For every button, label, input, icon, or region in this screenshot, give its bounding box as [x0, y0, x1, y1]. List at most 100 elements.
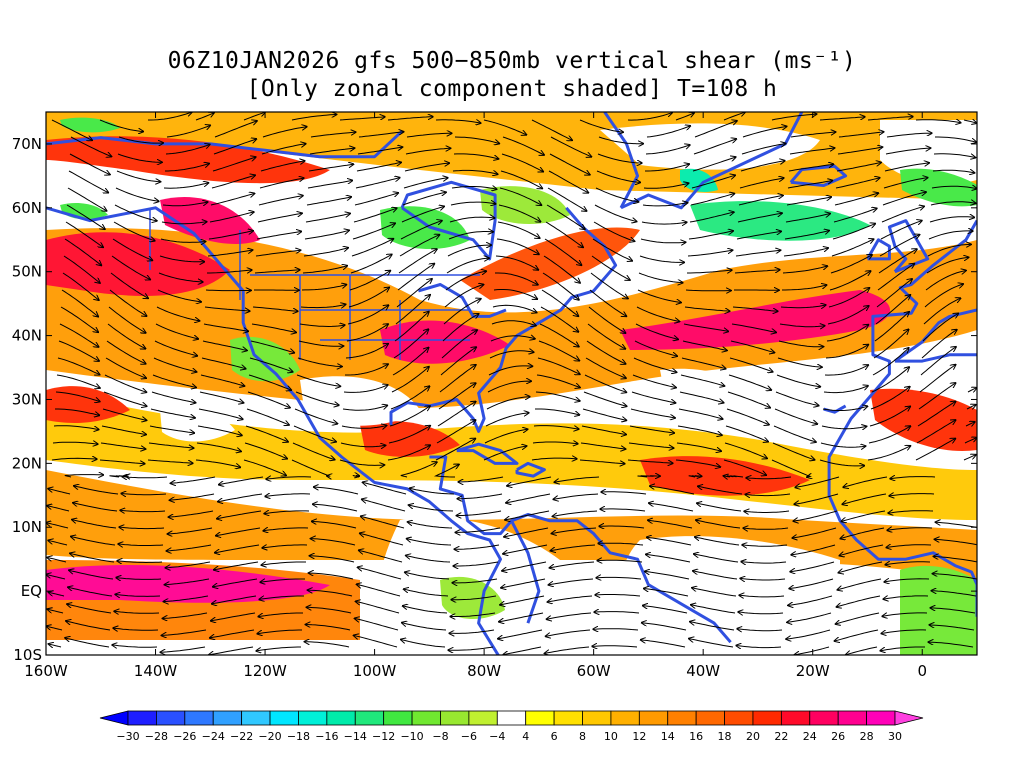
- streamline: [737, 213, 782, 223]
- streamline: [74, 486, 119, 495]
- streamline: [536, 374, 580, 388]
- colorbar-swatch: [298, 710, 328, 726]
- streamline: [723, 112, 745, 121]
- colorbar-label: −28: [145, 730, 168, 743]
- colorbar-swatch: [127, 710, 157, 726]
- streamline: [444, 285, 483, 308]
- streamline: [404, 589, 449, 597]
- colorbar-label: 20: [746, 730, 760, 743]
- streamline: [401, 207, 444, 223]
- streamline: [794, 493, 839, 504]
- streamline: [882, 612, 928, 616]
- streamline: [47, 558, 67, 563]
- streamline: [150, 408, 195, 418]
- streamline: [255, 250, 300, 257]
- streamline: [110, 272, 148, 298]
- streamline: [198, 408, 243, 419]
- streamline: [738, 196, 783, 206]
- streamline: [597, 560, 643, 562]
- streamline: [535, 408, 579, 415]
- streamline: [744, 511, 790, 513]
- streamline: [455, 544, 500, 549]
- streamline: [345, 364, 388, 376]
- streamline: [161, 646, 206, 652]
- streamline: [546, 629, 591, 636]
- streamline: [59, 323, 99, 347]
- streamline: [743, 528, 789, 529]
- streamline: [691, 605, 736, 614]
- streamline: [646, 554, 691, 563]
- streamline: [171, 476, 216, 483]
- streamline: [258, 196, 303, 206]
- streamline: [829, 271, 871, 291]
- streamline: [690, 194, 734, 206]
- streamline: [649, 503, 694, 512]
- streamline: [99, 119, 143, 132]
- streamline: [820, 442, 865, 447]
- streamline: [587, 323, 625, 349]
- streamline: [632, 374, 676, 388]
- streamline: [786, 197, 831, 206]
- streamline: [635, 323, 678, 339]
- coastline-segment: [827, 219, 977, 617]
- streamline: [156, 306, 199, 321]
- streamline: [100, 442, 145, 449]
- streamline: [633, 357, 676, 372]
- streamline: [120, 510, 166, 511]
- streamline: [438, 383, 476, 410]
- streamline: [459, 476, 504, 482]
- streamline: [219, 476, 264, 485]
- colorbar-label: 22: [774, 730, 788, 743]
- streamline: [830, 255, 872, 274]
- y-tick-label: EQ: [21, 582, 42, 600]
- streamline: [584, 374, 626, 392]
- streamline: [506, 493, 551, 503]
- streamline: [822, 406, 867, 411]
- streamline: [257, 629, 302, 634]
- colorbar-swatch: [212, 710, 243, 726]
- streamline: [299, 324, 345, 327]
- streamline: [535, 391, 580, 401]
- streamline: [151, 391, 196, 403]
- y-tick-label: 70N: [12, 135, 42, 153]
- streamline: [532, 442, 578, 444]
- streamline: [348, 288, 389, 308]
- colorbar-swatch: [440, 710, 470, 726]
- streamline: [260, 578, 305, 582]
- streamline: [390, 386, 429, 410]
- streamline: [499, 187, 541, 205]
- colorbar-swatch: [241, 710, 271, 726]
- streamline: [448, 646, 494, 650]
- streamline: [872, 348, 909, 376]
- streamline: [734, 270, 780, 274]
- streamline: [691, 175, 735, 189]
- streamline: [51, 458, 97, 460]
- streamline: [261, 144, 306, 155]
- colorbar-swatch: [695, 710, 725, 726]
- coastline-segment: [456, 442, 519, 465]
- streamline: [837, 595, 881, 607]
- streamline: [650, 486, 695, 495]
- streamline: [389, 406, 430, 427]
- streamline: [696, 520, 741, 529]
- streamline: [790, 561, 835, 572]
- streamlines: [46, 112, 977, 655]
- streamline: [965, 422, 975, 426]
- streamline: [148, 112, 192, 121]
- chart-title-line2: [Only zonal component shaded] T=108 h: [246, 76, 778, 102]
- streamline: [724, 442, 767, 458]
- streamline: [454, 136, 499, 144]
- colorbar-swatch: [610, 710, 640, 726]
- streamline: [877, 264, 914, 291]
- streamline: [599, 526, 645, 528]
- streamline: [103, 391, 147, 406]
- streamline: [843, 476, 888, 487]
- streamline: [48, 609, 64, 614]
- streamline: [541, 289, 578, 316]
- x-tick-label: 60W: [577, 662, 611, 680]
- streamline: [393, 329, 428, 359]
- streamline: [925, 271, 966, 291]
- streamline: [215, 544, 260, 553]
- streamline: [109, 289, 147, 316]
- streamline: [694, 121, 737, 138]
